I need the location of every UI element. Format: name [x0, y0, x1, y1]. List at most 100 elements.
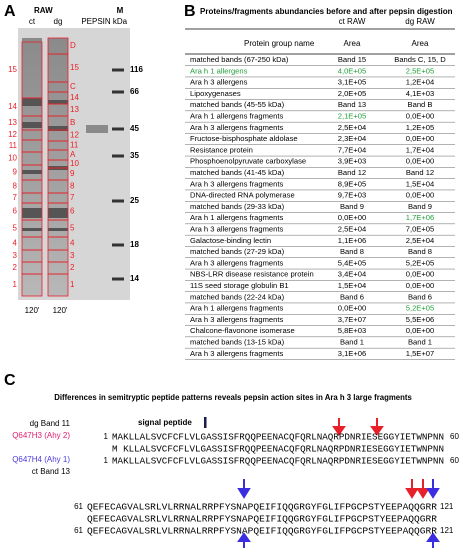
band-number: 11: [9, 141, 18, 150]
seq-end: 60: [450, 432, 459, 441]
table-cell: 3,1E+06: [338, 349, 367, 358]
table-cell: 2,0E+05: [338, 89, 367, 98]
band-number: 14: [8, 102, 17, 111]
table-cell: Fructose-bisphosphate aldolase: [190, 134, 298, 143]
table-cell: Ara h 1 allergens: [190, 66, 248, 75]
seq-start: 1: [104, 456, 109, 465]
table-cell: matched bands (27-29 kDa): [190, 247, 285, 256]
band-number: 7: [13, 193, 18, 202]
band-label: dg Band 11: [30, 419, 71, 428]
band-number: 1: [70, 280, 75, 289]
band-number: 6: [13, 207, 18, 216]
table-header: dg RAW: [405, 17, 435, 26]
table-cell: Band 8: [340, 247, 364, 256]
band-number: 9: [70, 169, 75, 178]
table-cell: 5,4E+05: [338, 258, 367, 267]
sequence: MAKLLALSVCFCFLVLGASSISFRQQPEENACQFQRLNAQ…: [112, 431, 444, 442]
band-number: 2: [70, 263, 75, 272]
band-number: 5: [70, 224, 75, 233]
band-number: C: [70, 82, 76, 91]
table-cell: 1,2E+05: [406, 123, 435, 132]
table-cell: 2,1E+05: [338, 112, 367, 121]
table-cell: 7,0E+05: [406, 225, 435, 234]
marker-band: [112, 199, 124, 203]
table-cell: 1,7E+04: [406, 145, 435, 154]
table-cell: Ara h 3 allergens fragments: [190, 179, 283, 188]
table-cell: 0,0E+00: [406, 112, 435, 121]
band-box: [47, 273, 69, 297]
band-number: 3: [70, 251, 75, 260]
table-cell: 1,5E+04: [406, 179, 435, 188]
panel-label: C: [4, 372, 16, 389]
band-number: 5: [13, 224, 18, 233]
seq-end: 121: [440, 526, 454, 535]
marker-band: [112, 90, 124, 94]
table-cell: 2,5E+04: [338, 225, 367, 234]
marker-size: 25: [130, 196, 139, 205]
marker-size: 45: [130, 124, 139, 133]
marker-band: [112, 68, 124, 72]
time-label: 120': [53, 306, 68, 315]
marker-label: M: [117, 6, 124, 15]
table-cell: Phosphoenolpyruvate carboxylase: [190, 157, 306, 166]
table-cell: 2,5E+04: [338, 123, 367, 132]
table-cell: DNA-directed RNA polymerase: [190, 191, 295, 200]
table-cell: Ara h 1 allergens fragments: [190, 304, 283, 313]
band-number: 10: [70, 159, 79, 168]
table-cell: Lipoxygenases: [190, 89, 241, 98]
table-cell: 0,0E+00: [338, 213, 367, 222]
table-cell: Band 1: [340, 338, 364, 347]
lane-label: dg: [54, 17, 63, 26]
gel: [18, 28, 130, 300]
band-number: 11: [70, 141, 79, 150]
marker-band: [112, 243, 124, 247]
table-cell: Ara h 3 allergens: [190, 78, 248, 87]
table-cell: 2,5E+04: [406, 236, 435, 245]
band-number: 8: [13, 182, 18, 191]
sequence: QEFECAGVALSRLVLRRNALRRPFYSNAPQEIFIQQGRGY…: [87, 513, 437, 524]
band-number: 14: [70, 93, 79, 102]
table-cell: Band 1: [408, 338, 432, 347]
table-cell: 1,5E+04: [338, 281, 367, 290]
table-cell: Resistance protein: [190, 145, 253, 154]
table-cell: 3,4E+04: [338, 270, 367, 279]
table-cell: matched bands (22-24 kDa): [190, 292, 285, 301]
seq-start: 61: [74, 526, 83, 535]
table-cell: matched bands (41-45 kDa): [190, 168, 285, 177]
time-label: 120': [25, 306, 40, 315]
table-cell: Band 12: [338, 168, 366, 177]
band-number: 9: [13, 168, 18, 177]
table-cell: 0,0E+00: [406, 191, 435, 200]
marker-size: 18: [130, 240, 139, 249]
table-title: Proteins/fragments abundancies before an…: [200, 7, 453, 16]
table-cell: 0,0E+00: [406, 326, 435, 335]
table-cell: 5,8E+03: [338, 326, 367, 335]
table-cell: Ara h 3 allergens fragments: [190, 123, 283, 132]
seq-end: 121: [440, 502, 454, 511]
marker-size: 116: [130, 65, 143, 74]
seq-end: 60: [450, 456, 459, 465]
band-number: 15: [8, 65, 17, 74]
signal-peptide: signal peptide: [138, 418, 192, 427]
table-cell: matched bands (29-33 kDa): [190, 202, 285, 211]
table-cell: 0,0E+00: [406, 157, 435, 166]
band-number: 12: [70, 131, 79, 140]
table-header: ct RAW: [339, 17, 366, 26]
table-cell: Band 13: [338, 100, 366, 109]
table-cell: Ara h 3 allergens fragments: [190, 349, 283, 358]
table-cell: 0,0E+00: [406, 270, 435, 279]
table-cell: 1,1E+06: [338, 236, 367, 245]
table-cell: Ara h 1 allergens fragments: [190, 213, 283, 222]
table-cell: Ara h 3 allergens fragments: [190, 315, 283, 324]
table-cell: Ara h 3 allergens fragments: [190, 258, 283, 267]
table-cell: 8,9E+05: [338, 179, 367, 188]
panel-title: Differences in semitryptic peptide patte…: [54, 393, 412, 402]
table-cell: Ara h 1 allergens fragments: [190, 112, 283, 121]
table-cell: 1,2E+04: [406, 78, 435, 87]
table-cell: Band 9: [340, 202, 364, 211]
table-cell: 1,7E+06: [406, 213, 435, 222]
marker-size: 35: [130, 151, 139, 160]
seq-name: Q647H3 (Ahy 2): [12, 431, 70, 440]
band-number: A: [70, 150, 76, 159]
band-number: 2: [13, 263, 18, 272]
